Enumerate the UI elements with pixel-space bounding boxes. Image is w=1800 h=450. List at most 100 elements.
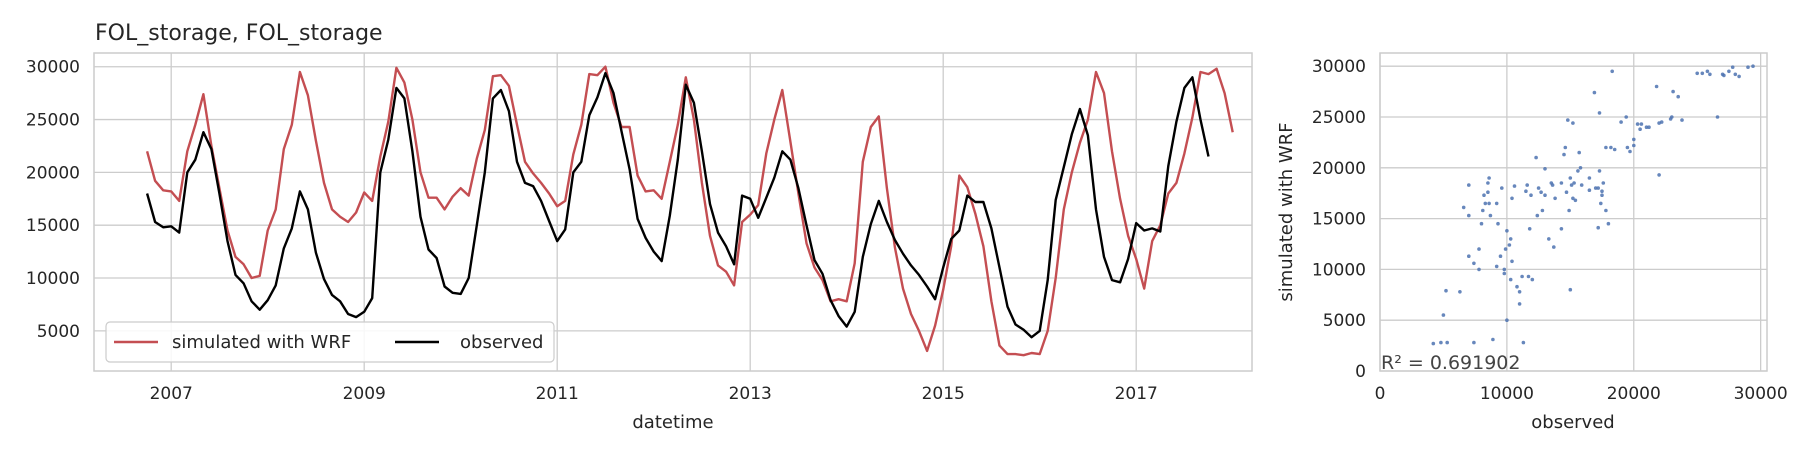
scatter-point bbox=[1604, 145, 1608, 150]
timeseries-chart: 2007 2009 2011 2013 2015 2017 5000 10000 15000 20… bbox=[26, 21, 1253, 433]
scatter-point bbox=[1654, 84, 1659, 89]
scatter-point bbox=[1632, 143, 1636, 148]
scatter-point bbox=[1609, 145, 1613, 150]
scatter-point bbox=[1503, 247, 1508, 251]
scatter-x-tick-label: 0 bbox=[1375, 384, 1386, 404]
scatter-point bbox=[1521, 340, 1526, 345]
scatter-point bbox=[1708, 72, 1712, 77]
scatter-point bbox=[1597, 169, 1602, 173]
scatter-point bbox=[1500, 186, 1504, 190]
legend: simulated with WRF observed bbox=[105, 321, 555, 363]
scatter-point bbox=[1639, 122, 1644, 126]
scatter-point bbox=[1502, 271, 1507, 276]
scatter-point bbox=[1535, 213, 1540, 218]
scatter-point bbox=[1530, 277, 1535, 282]
scatter-point bbox=[1517, 302, 1522, 306]
scatter-point bbox=[1510, 196, 1514, 201]
legend-label-observed: observed bbox=[460, 332, 543, 353]
scatter-point bbox=[1670, 115, 1674, 119]
scatter-point bbox=[1487, 176, 1491, 180]
scatter-point bbox=[1638, 127, 1642, 131]
timeseries-y-tick-label: 15000 bbox=[26, 216, 80, 236]
scatter-point bbox=[1487, 201, 1491, 206]
scatter-point bbox=[1508, 237, 1513, 241]
scatter-point bbox=[1700, 71, 1705, 76]
scatter-point bbox=[1543, 193, 1547, 197]
scatter-point bbox=[1659, 120, 1664, 124]
scatter-point bbox=[1461, 205, 1466, 210]
timeseries-x-tick-label: 2015 bbox=[922, 384, 965, 404]
scatter-point bbox=[1628, 149, 1632, 154]
series-line-observed bbox=[145, 71, 1210, 339]
scatter-point bbox=[1488, 213, 1493, 218]
scatter-point bbox=[1494, 201, 1499, 206]
scatter-grid bbox=[1379, 53, 1767, 372]
scatter-point bbox=[1676, 94, 1680, 99]
series-line-simulated bbox=[145, 65, 1234, 357]
scatter-point bbox=[1559, 227, 1564, 231]
scatter-point bbox=[1695, 71, 1699, 76]
scatter-point bbox=[1472, 340, 1476, 345]
scatter-point bbox=[1439, 340, 1443, 345]
scatter-y-tick-label: 20000 bbox=[1312, 159, 1366, 179]
scatter-point bbox=[1467, 213, 1471, 218]
scatter-point bbox=[1498, 254, 1503, 258]
scatter-y-tick-label: 0 bbox=[1355, 362, 1366, 382]
scatter-point bbox=[1479, 221, 1484, 226]
scatter-point bbox=[1568, 176, 1573, 180]
scatter-point bbox=[1525, 183, 1529, 187]
scatter-point bbox=[1601, 181, 1606, 185]
scatter-point bbox=[1625, 145, 1630, 150]
scatter-point bbox=[1606, 221, 1611, 226]
scatter-point bbox=[1553, 196, 1557, 201]
scatter-point bbox=[1571, 121, 1575, 125]
scatter-point bbox=[1491, 337, 1495, 342]
scatter-point bbox=[1431, 341, 1436, 346]
timeseries-x-tick-label: 2007 bbox=[150, 384, 193, 404]
scatter-point bbox=[1486, 190, 1490, 194]
timeseries-frame bbox=[93, 52, 1253, 372]
scatter-point bbox=[1441, 313, 1446, 317]
scatter-point bbox=[1568, 287, 1573, 292]
scatter-point bbox=[1512, 184, 1517, 188]
scatter-point bbox=[1671, 89, 1675, 94]
scatter-frame bbox=[1379, 52, 1768, 372]
scatter-point bbox=[1559, 181, 1564, 185]
scatter-point bbox=[1604, 208, 1608, 213]
timeseries-y-tick-label: 30000 bbox=[26, 58, 80, 78]
scatter-point bbox=[1444, 288, 1448, 293]
scatter-point bbox=[1507, 243, 1512, 247]
scatter-point bbox=[1505, 318, 1509, 323]
scatter-point bbox=[1517, 290, 1522, 294]
scatter-point bbox=[1657, 173, 1661, 177]
legend-label-simulated: simulated with WRF bbox=[172, 332, 351, 353]
scatter-chart: 0 10000 20000 30000 0 5000 10000 15000 20000 2500… bbox=[1276, 52, 1788, 433]
scatter-point bbox=[1577, 150, 1581, 155]
scatter-point bbox=[1515, 284, 1519, 289]
scatter-point bbox=[1596, 225, 1600, 230]
scatter-point bbox=[1579, 183, 1584, 187]
scatter-point bbox=[1619, 120, 1623, 124]
timeseries-y-tick-label: 10000 bbox=[26, 269, 80, 289]
scatter-point bbox=[1550, 183, 1555, 187]
timeseries-y-tick-label: 25000 bbox=[26, 111, 80, 131]
scatter-x-tick-label: 30000 bbox=[1734, 384, 1788, 404]
scatter-point bbox=[1483, 201, 1488, 206]
scatter-point bbox=[1746, 65, 1750, 69]
timeseries-x-tick-label: 2017 bbox=[1115, 384, 1158, 404]
scatter-point bbox=[1505, 229, 1509, 233]
scatter-point bbox=[1458, 290, 1462, 294]
scatter-point bbox=[1612, 147, 1617, 152]
scatter-point bbox=[1730, 65, 1735, 69]
scatter-point bbox=[1526, 274, 1531, 279]
scatter-point bbox=[1680, 118, 1684, 122]
scatter-point bbox=[1644, 125, 1649, 129]
scatter-point bbox=[1624, 115, 1628, 119]
scatter-point bbox=[1572, 181, 1576, 185]
scatter-y-tick-label: 10000 bbox=[1312, 260, 1366, 280]
scatter-y-tick-label: 25000 bbox=[1312, 108, 1366, 128]
scatter-point bbox=[1496, 221, 1500, 226]
scatter-y-tick-label: 5000 bbox=[1323, 311, 1366, 331]
scatter-point bbox=[1543, 167, 1547, 171]
scatter-point bbox=[1578, 166, 1583, 170]
